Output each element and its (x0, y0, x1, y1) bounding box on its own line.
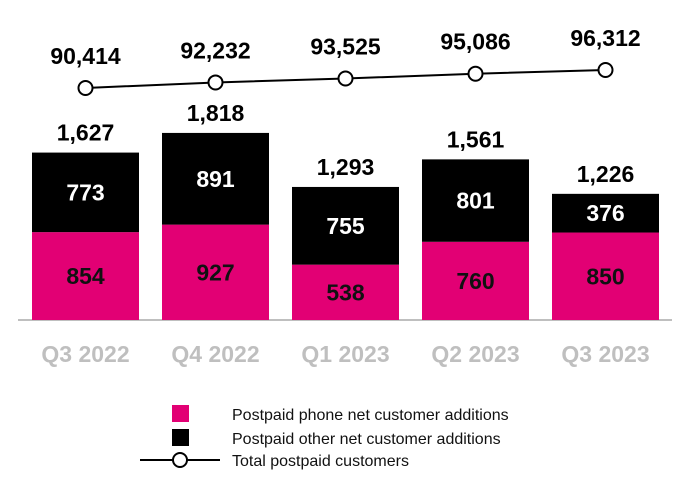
bar-other-1 (162, 132, 269, 225)
bar-phone-value-label: 854 (66, 263, 105, 289)
bar-phone-1 (162, 224, 269, 320)
bar-phone-value-label: 850 (586, 263, 624, 289)
bar-total-label: 1,561 (447, 126, 505, 152)
bar-phone-value-label: 538 (326, 279, 365, 305)
bar-other-value-label: 801 (456, 188, 495, 214)
legend-other-swatch (172, 429, 189, 446)
legend-phone-swatch (172, 405, 189, 422)
total-postpaid-value-label: 96,312 (570, 25, 640, 51)
bar-other-4 (552, 193, 659, 233)
x-tick-label: Q3 2023 (561, 341, 649, 367)
bar-other-value-label: 755 (326, 213, 365, 239)
total-postpaid-marker (77, 80, 94, 96)
total-postpaid-marker (337, 70, 354, 87)
bar-other-3 (422, 159, 529, 242)
x-tick-label: Q3 2022 (41, 341, 129, 367)
bar-other-0 (32, 152, 139, 233)
total-postpaid-value-label: 92,232 (180, 37, 250, 63)
x-tick-label: Q4 2022 (171, 341, 259, 367)
legend-other-label: Postpaid other net customer additions (232, 431, 501, 448)
total-postpaid-value-label: 93,525 (310, 34, 381, 60)
bar-total-label: 1,627 (57, 120, 115, 146)
bar-other-value-label: 773 (66, 179, 104, 205)
total-postpaid-marker (467, 65, 484, 82)
bar-phone-4 (552, 232, 659, 320)
bar-other-value-label: 891 (196, 166, 235, 192)
bar-other-value-label: 376 (586, 200, 624, 226)
total-postpaid-value-label: 90,414 (50, 43, 121, 69)
bar-other-2 (292, 186, 399, 265)
x-tick-label: Q2 2023 (431, 341, 519, 367)
bar-phone-value-label: 760 (456, 268, 494, 294)
bar-total-label: 1,818 (187, 100, 245, 126)
x-tick-label: Q1 2023 (301, 341, 389, 367)
total-postpaid-marker (597, 62, 614, 78)
bar-phone-0 (32, 232, 139, 320)
legend-line-label: Total postpaid customers (232, 453, 409, 470)
bar-phone-3 (422, 241, 529, 320)
bar-total-label: 1,226 (577, 161, 635, 187)
bar-total-label: 1,293 (317, 154, 375, 180)
total-postpaid-marker (207, 74, 224, 91)
legend-phone-label: Postpaid phone net customer additions (232, 407, 509, 424)
bar-phone-2 (292, 264, 399, 320)
total-postpaid-value-label: 95,086 (440, 29, 510, 55)
bar-phone-value-label: 927 (196, 259, 234, 285)
legend-line-marker (172, 452, 188, 468)
